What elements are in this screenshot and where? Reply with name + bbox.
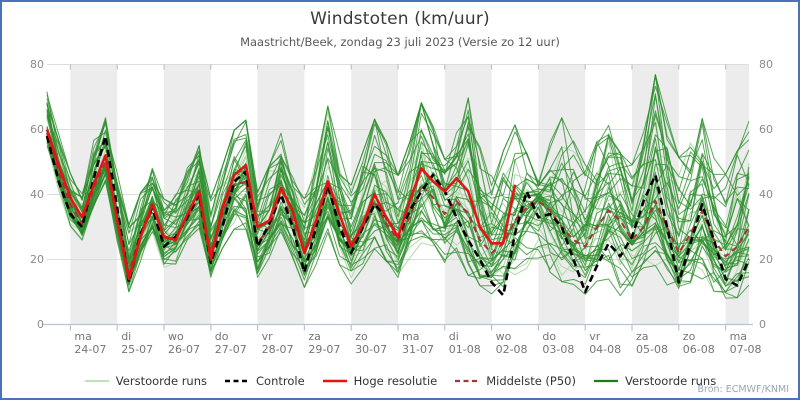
legend-item-3: Middelste (P50) — [454, 374, 576, 388]
y-tick-label-left-0: 0 — [37, 317, 44, 331]
ensemble-member-light — [46, 137, 750, 282]
chart-legend: Verstoorde runs Controle Hoge resolutie Mid… — [2, 371, 798, 391]
legend-swatch-icon — [455, 379, 480, 383]
legend-item-2: Hoge resolutie — [322, 374, 438, 388]
ensemble-member — [46, 103, 750, 265]
legend-label: Middelste (P50) — [486, 374, 576, 388]
ensemble-member — [46, 145, 750, 297]
x-day-label-28-07: vr 28-07 — [261, 330, 294, 356]
x-day-label-26-07: wo 26-07 — [168, 330, 200, 356]
ensemble-member — [46, 137, 750, 268]
hres-line — [45, 129, 517, 281]
x-day-label-01-08: di 01-08 — [448, 330, 481, 356]
ensemble-member — [46, 138, 750, 283]
legend-item-0: Verstoorde runs — [84, 374, 207, 388]
x-day-label-07-08: ma 07-08 — [729, 330, 762, 356]
legend-item-1: Controle — [224, 374, 305, 388]
legend-swatch-icon — [593, 379, 618, 383]
legend-item-4: Verstoorde runs — [593, 374, 716, 388]
page-title: Windstoten (km/uur) — [310, 9, 490, 29]
x-day-label-06-08: zo 06-08 — [682, 330, 715, 356]
ensemble-member — [46, 102, 750, 257]
x-day-label-02-08: wo 02-08 — [495, 330, 528, 356]
y-tick-label-right-0: 0 — [759, 317, 766, 331]
x-day-label-03-08: do 03-08 — [542, 330, 575, 356]
x-day-label-29-07: za 29-07 — [308, 330, 341, 356]
x-day-label-30-07: zo 30-07 — [355, 330, 388, 356]
y-tick-label-right-60: 60 — [759, 122, 773, 136]
legend-swatch-icon — [225, 379, 249, 383]
legend-swatch-icon — [322, 379, 347, 383]
x-day-label-25-07: di 25-07 — [121, 330, 154, 356]
ensemble-member — [46, 94, 750, 250]
y-tick-label-left-60: 60 — [30, 122, 44, 136]
legend-label: Hoge resolutie — [353, 374, 438, 388]
ensemble-member — [46, 98, 750, 236]
x-day-label-31-07: ma 31-07 — [402, 330, 434, 356]
chart-subtitle: Maastricht/Beek, zondag 23 juli 2023 (Ve… — [240, 35, 560, 49]
y-tick-label-right-20: 20 — [759, 252, 773, 266]
ensemble-member — [46, 74, 750, 281]
ensemble-member — [46, 141, 750, 293]
y-tick-label-right-80: 80 — [759, 57, 773, 71]
ensemble-member — [46, 103, 750, 252]
y-tick-label-right-40: 40 — [759, 187, 773, 201]
ensemble-member — [46, 135, 750, 283]
y-tick-label-left-40: 40 — [30, 187, 44, 201]
legend-label: Controle — [256, 374, 305, 388]
y-tick-label-left-20: 20 — [30, 252, 44, 266]
legend-label: Verstoorde runs — [115, 374, 207, 388]
legend-label: Verstoorde runs — [624, 374, 717, 388]
y-tick-label-left-80: 80 — [30, 57, 44, 71]
ensemble-member — [46, 138, 750, 299]
x-day-label-27-07: do 27-07 — [214, 330, 247, 356]
x-day-label-24-07: ma 24-07 — [74, 330, 107, 356]
p50-line — [46, 132, 750, 274]
x-day-label-05-08: za 05-08 — [636, 330, 668, 356]
legend-swatch-icon — [84, 380, 109, 382]
source-attribution: Bron: ECMWF/KNMI — [697, 384, 790, 395]
x-day-label-04-08: vr 04-08 — [589, 330, 622, 356]
ensemble-member — [46, 91, 750, 241]
